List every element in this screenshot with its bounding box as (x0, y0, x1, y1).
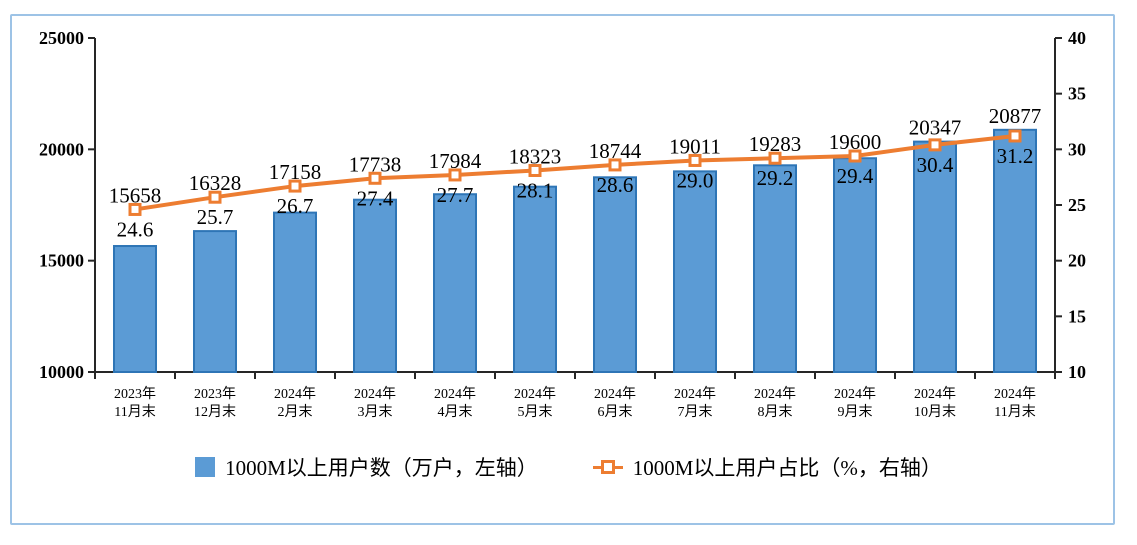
line-marker (448, 168, 462, 182)
bar-value-label: 19011 (669, 134, 721, 158)
chart-legend: 1000M以上用户数（万户，左轴） 1000M以上用户占比（%，右轴） (0, 452, 1137, 482)
bar (993, 128, 1037, 373)
line-marker (688, 153, 702, 167)
legend-label-bar-series: 1000M以上用户数（万户，左轴） (225, 456, 538, 480)
right-axis-tick-label: 15 (1068, 306, 1086, 326)
line-marker (848, 149, 862, 163)
bar-value-label: 18323 (509, 144, 562, 168)
bar (753, 164, 797, 373)
right-axis-tick-label: 40 (1068, 28, 1086, 48)
x-category-label: 2024年 4月末 (434, 386, 476, 420)
line-value-label: 29.4 (837, 164, 874, 188)
left-axis-tick-label: 10000 (39, 362, 84, 382)
line-value-label: 31.2 (997, 144, 1034, 168)
legend-item-bar-series: 1000M以上用户数（万户，左轴） (195, 452, 538, 482)
x-category-label: 2024年 11月末 (994, 386, 1036, 420)
bar-value-label: 17158 (269, 160, 322, 184)
x-category-label: 2024年 2月末 (274, 386, 316, 420)
bar (433, 193, 477, 373)
line-value-label: 28.6 (597, 173, 634, 197)
right-axis-tick-label: 10 (1068, 362, 1086, 382)
line-marker (368, 171, 382, 185)
right-axis-tick-label: 20 (1068, 251, 1086, 271)
bar (593, 176, 637, 373)
x-category-label: 2024年 6月末 (594, 386, 636, 420)
bar-value-label: 16328 (189, 171, 242, 195)
line-series-marker-icon (592, 460, 623, 474)
bar-value-label: 19283 (749, 132, 802, 156)
line-value-label: 29.0 (677, 168, 714, 192)
right-axis-tick-label: 35 (1068, 84, 1086, 104)
bar-value-label: 20347 (909, 116, 962, 140)
legend-item-line-series: 1000M以上用户占比（%，右轴） (592, 452, 942, 482)
line-marker (208, 190, 222, 204)
legend-label-line-series: 1000M以上用户占比（%，右轴） (632, 456, 942, 480)
line-marker (528, 163, 542, 177)
line-value-label: 24.6 (117, 217, 154, 241)
left-axis-tick-label: 25000 (39, 28, 84, 48)
bar (833, 157, 877, 373)
bar (913, 140, 957, 373)
line-series (133, 133, 1017, 212)
bar (673, 170, 717, 373)
x-category-label: 2024年 9月末 (834, 386, 876, 420)
x-category-label: 2023年 11月末 (114, 386, 156, 420)
bar-value-label: 15658 (109, 183, 162, 207)
line-marker (928, 138, 942, 152)
bar-value-label: 20877 (989, 104, 1042, 128)
bar-value-label: 17984 (429, 149, 482, 173)
bar (273, 211, 317, 373)
line-value-label: 25.7 (197, 205, 234, 229)
bar-value-label: 19600 (829, 130, 882, 154)
bar (193, 230, 237, 373)
line-value-label: 28.1 (517, 178, 554, 202)
line-value-label: 30.4 (917, 153, 954, 177)
bar (353, 198, 397, 373)
line-value-label: 27.4 (357, 186, 394, 210)
line-value-label: 26.7 (277, 194, 314, 218)
x-category-label: 2024年 10月末 (914, 386, 956, 420)
line-marker (768, 151, 782, 165)
right-axis-tick-label: 30 (1068, 139, 1086, 159)
line-marker (608, 158, 622, 172)
line-value-label: 27.7 (437, 183, 474, 207)
line-value-label: 29.2 (757, 166, 794, 190)
right-axis-tick-label: 25 (1068, 195, 1086, 215)
line-marker (128, 202, 142, 216)
x-category-label: 2024年 7月末 (674, 386, 716, 420)
left-axis-tick-label: 15000 (39, 251, 84, 271)
line-marker (288, 179, 302, 193)
bar-series-swatch-icon (195, 457, 216, 477)
bar-value-label: 17738 (349, 152, 402, 176)
left-axis-tick-label: 20000 (39, 139, 84, 159)
bar-value-label: 18744 (589, 139, 642, 163)
line-marker (1008, 129, 1022, 143)
bar (113, 245, 157, 373)
x-category-label: 2024年 3月末 (354, 386, 396, 420)
bar (513, 185, 557, 373)
x-category-label: 2023年 12月末 (194, 386, 236, 420)
x-category-label: 2024年 5月末 (514, 386, 556, 420)
x-category-label: 2024年 8月末 (754, 386, 796, 420)
